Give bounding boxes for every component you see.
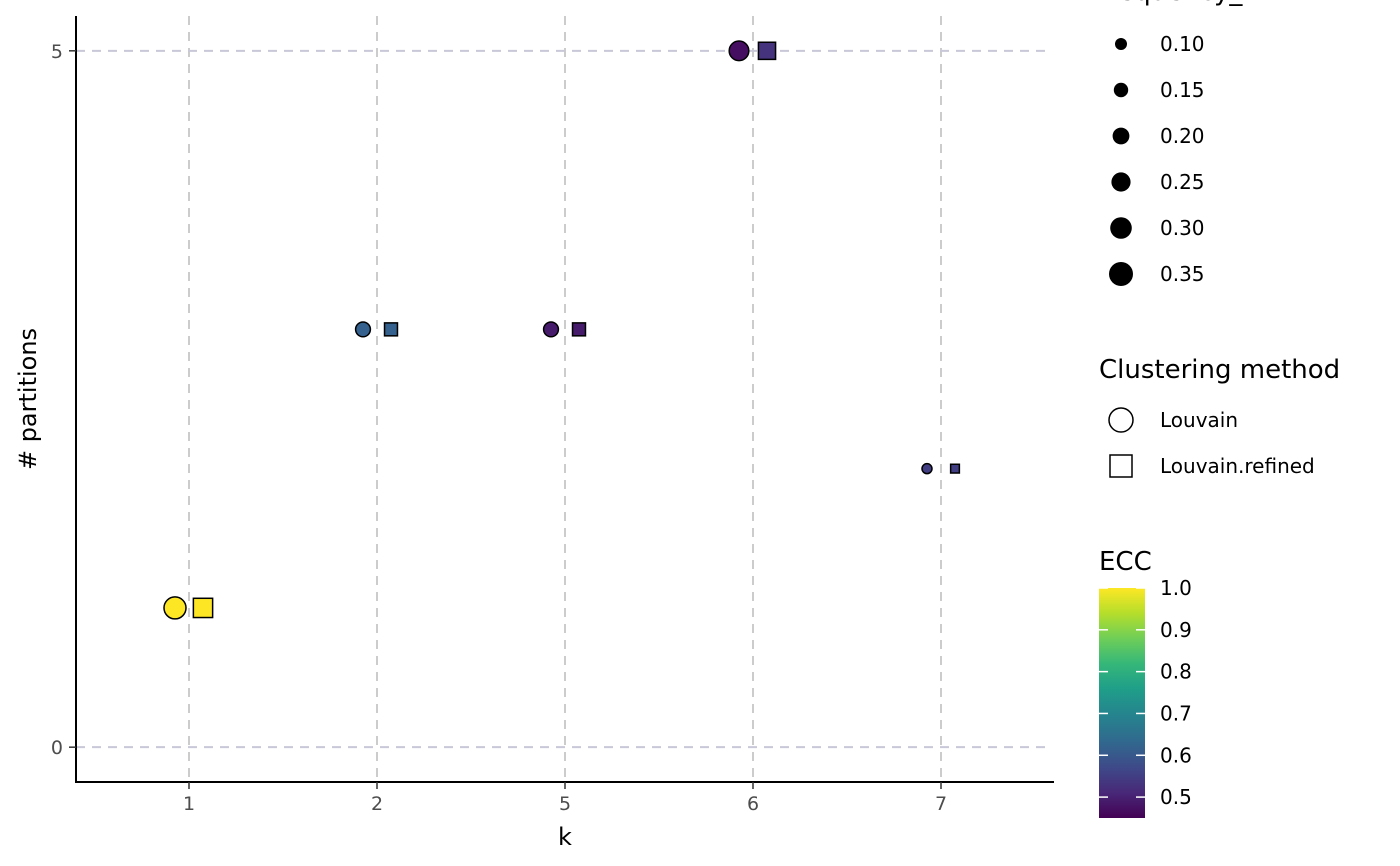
point-louvain-refined: [192, 597, 214, 619]
point-louvain-refined: [757, 41, 777, 61]
point-louvain-refined: [949, 463, 961, 474]
grid-lines: [76, 16, 1045, 782]
size-legend-label: 0.25: [1160, 170, 1205, 194]
x-axis-title: k: [558, 823, 572, 851]
size-legend-label: 0.30: [1160, 216, 1205, 240]
x-tick-label: 5: [559, 793, 571, 815]
size-legend: frequency_k 0.10 0.15 0.20 0.25 0.30 0.35: [1099, 0, 1257, 286]
colorbar-label: 0.5: [1160, 785, 1192, 809]
colorbar: [1099, 588, 1145, 818]
point-louvain: [354, 321, 372, 338]
point-louvain: [921, 462, 933, 475]
size-legend-label: 0.35: [1160, 262, 1205, 286]
colorbar-label: 0.8: [1160, 660, 1192, 684]
shape-legend-label: Louvain: [1160, 408, 1238, 432]
shape-legend-title: Clustering method: [1099, 355, 1340, 385]
size-legend-key: [1111, 172, 1131, 192]
y-tick-label: 5: [51, 41, 63, 63]
size-legend-label: 0.10: [1160, 32, 1205, 56]
point-louvain-refined: [383, 322, 399, 337]
x-tick-label: 2: [371, 793, 383, 815]
shape-legend-key-square: [1109, 454, 1133, 478]
x-tick-label: 7: [935, 793, 947, 815]
color-legend-title: ECC: [1099, 547, 1152, 577]
size-legend-key: [1109, 262, 1133, 286]
colorbar-label: 1.0: [1160, 576, 1192, 600]
shape-legend-label: Louvain.refined: [1160, 454, 1315, 478]
point-louvain: [542, 321, 560, 338]
x-tick-label: 1: [183, 793, 195, 815]
x-tick-label: 6: [747, 793, 759, 815]
colorbar-label: 0.7: [1160, 701, 1192, 725]
shape-legend: Clustering method Louvain Louvain.refined: [1099, 355, 1340, 478]
size-legend-key: [1115, 38, 1127, 50]
y-axis-ticks: 05: [51, 41, 76, 759]
size-legend-title: frequency_k: [1099, 0, 1257, 7]
color-legend: ECC 1.0 0.9 0.8 0.7 0.6 0.5: [1099, 547, 1192, 818]
x-axis-ticks: 1 2 5 6 7: [183, 782, 947, 815]
data-points: [163, 40, 961, 620]
size-legend-label: 0.20: [1160, 124, 1205, 148]
size-legend-key: [1113, 82, 1129, 98]
size-legend-key: [1110, 217, 1132, 239]
colorbar-label: 0.9: [1160, 618, 1192, 642]
size-legend-label: 0.15: [1160, 78, 1205, 102]
size-legend-key: [1112, 127, 1130, 145]
y-axis-title: # partitions: [14, 328, 42, 470]
shape-legend-key-circle: [1108, 407, 1134, 433]
point-louvain: [163, 596, 187, 620]
point-louvain: [728, 40, 750, 62]
y-tick-label: 0: [51, 737, 63, 759]
point-louvain-refined: [571, 322, 587, 337]
colorbar-label: 0.6: [1160, 743, 1192, 767]
